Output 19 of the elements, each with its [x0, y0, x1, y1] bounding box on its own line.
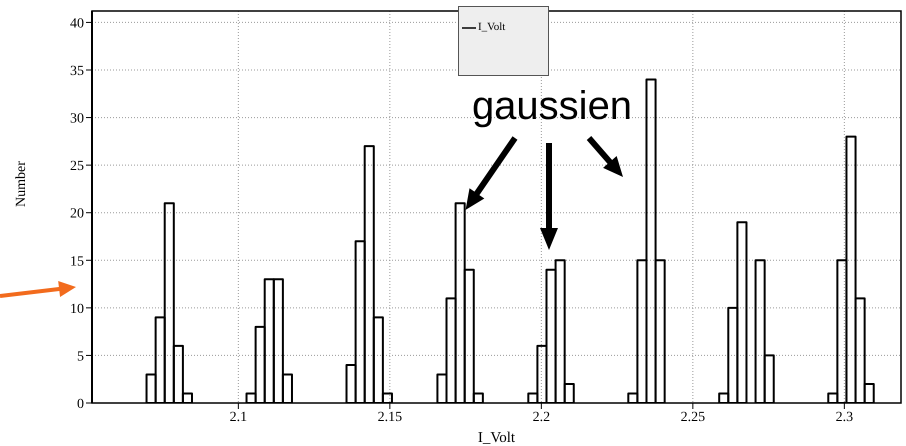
x-tick-label: 2.1 — [230, 410, 248, 425]
y-tick-label: 5 — [77, 349, 84, 364]
y-tick-label: 35 — [70, 64, 84, 79]
x-tick-label: 2.2 — [532, 410, 550, 425]
legend-label: I_Volt — [478, 21, 506, 33]
x-axis-title: I_Volt — [478, 430, 516, 446]
y-tick-label: 20 — [70, 206, 84, 222]
y-tick-label: 40 — [70, 16, 84, 32]
y-tick-label: 0 — [77, 396, 84, 412]
x-tick-label: 2.25 — [680, 410, 706, 425]
y-axis-title: Number — [14, 160, 29, 207]
y-tick-label: 25 — [70, 159, 84, 174]
y-tick-label: 15 — [70, 254, 84, 270]
y-tick-label: 30 — [70, 112, 84, 127]
x-tick-label: 2.3 — [836, 410, 854, 425]
legend-box: I_Volt — [458, 6, 549, 76]
annotation: gaussien — [470, 83, 634, 130]
x-tick-label: 2.15 — [378, 410, 402, 425]
y-tick-label: 10 — [70, 302, 84, 317]
